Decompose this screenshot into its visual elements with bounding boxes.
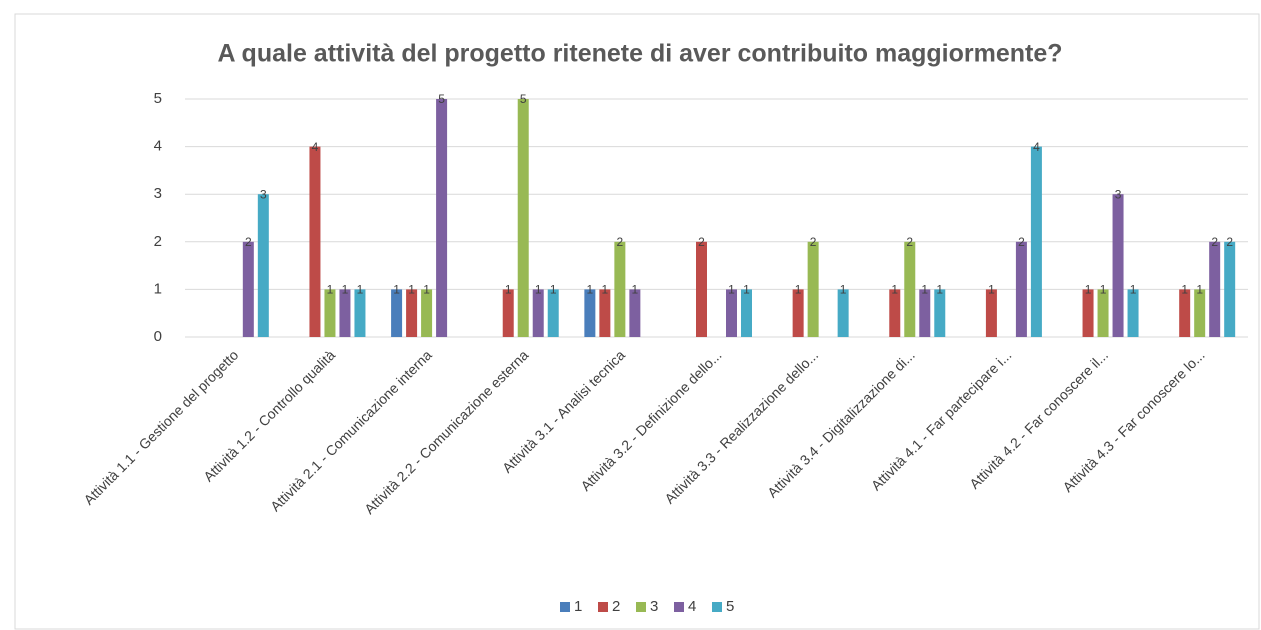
bar	[354, 289, 366, 337]
data-label: 1	[393, 283, 400, 297]
bar	[599, 289, 611, 337]
y-tick-label: 2	[154, 233, 162, 250]
bar	[1097, 289, 1109, 337]
legend-label: 5	[726, 598, 734, 615]
bar	[1179, 289, 1191, 337]
data-label: 4	[1033, 140, 1040, 154]
bar	[517, 99, 529, 337]
data-label: 1	[408, 283, 415, 297]
bar	[1224, 241, 1236, 337]
data-label: 1	[936, 283, 943, 297]
bar	[792, 289, 804, 337]
bar	[502, 289, 514, 337]
bar	[726, 289, 737, 337]
y-tick-label: 1	[154, 280, 162, 297]
bar	[339, 289, 351, 337]
bar	[837, 289, 849, 337]
data-label: 1	[1085, 283, 1092, 297]
bar	[934, 289, 946, 337]
bar	[614, 241, 626, 337]
bar	[889, 289, 901, 337]
y-tick-label: 4	[154, 138, 162, 155]
legend-swatch	[598, 602, 608, 612]
legend-swatch	[636, 602, 646, 612]
data-label: 1	[840, 283, 847, 297]
data-label: 1	[423, 283, 430, 297]
chart-title: A quale attività del progetto ritenete d…	[217, 40, 1062, 68]
bar	[1194, 289, 1206, 337]
data-label: 1	[743, 283, 750, 297]
data-label: 1	[327, 283, 334, 297]
data-label: 1	[988, 283, 995, 297]
bar	[1015, 241, 1027, 337]
bar	[421, 289, 433, 337]
bar	[406, 289, 418, 337]
bar	[324, 289, 336, 337]
data-label: 2	[617, 235, 624, 249]
data-label: 1	[1130, 283, 1137, 297]
data-label: 1	[891, 283, 898, 297]
data-label: 5	[520, 92, 527, 106]
bar	[807, 241, 819, 337]
bar	[919, 289, 931, 337]
bar	[1209, 241, 1221, 337]
data-label: 1	[1181, 283, 1188, 297]
data-label: 2	[1018, 235, 1025, 249]
data-label: 3	[260, 187, 267, 201]
data-label: 1	[632, 283, 639, 297]
legend-label: 1	[574, 598, 582, 615]
bar	[696, 241, 707, 337]
data-label: 1	[550, 283, 557, 297]
data-label: 1	[342, 283, 349, 297]
data-label: 4	[312, 140, 319, 154]
data-label: 2	[906, 235, 913, 249]
data-label: 2	[1226, 235, 1233, 249]
bar	[904, 241, 916, 337]
y-tick-label: 5	[154, 90, 162, 107]
bar	[1127, 289, 1139, 337]
data-label: 2	[810, 235, 817, 249]
data-label: 2	[245, 235, 252, 249]
bar	[309, 146, 321, 337]
data-label: 1	[1100, 283, 1107, 297]
data-label: 1	[795, 283, 802, 297]
legend-label: 4	[688, 598, 696, 615]
bar	[1112, 194, 1124, 337]
legend-swatch	[674, 602, 684, 612]
bar	[547, 289, 559, 337]
bar	[985, 289, 997, 337]
data-label: 5	[438, 92, 445, 106]
data-label: 1	[1196, 283, 1203, 297]
bar	[436, 99, 448, 337]
bar	[532, 289, 544, 337]
data-label: 2	[698, 235, 705, 249]
data-label: 1	[728, 283, 735, 297]
data-label: 1	[357, 283, 364, 297]
y-tick-label: 0	[154, 328, 162, 345]
bar	[1030, 146, 1042, 337]
data-label: 1	[587, 283, 594, 297]
y-tick-label: 3	[154, 185, 162, 202]
legend-swatch	[712, 602, 722, 612]
data-label: 3	[1115, 187, 1122, 201]
bar	[1082, 289, 1094, 337]
data-label: 1	[505, 283, 512, 297]
legend-swatch	[560, 602, 570, 612]
bar	[391, 289, 403, 337]
data-label: 1	[602, 283, 609, 297]
data-label: 2	[1211, 235, 1218, 249]
data-label: 1	[535, 283, 542, 297]
legend-label: 3	[650, 598, 658, 615]
data-label: 1	[921, 283, 928, 297]
bar	[629, 289, 641, 337]
bar	[584, 289, 596, 337]
bar	[257, 194, 269, 337]
bar	[741, 289, 752, 337]
legend-label: 2	[612, 598, 620, 615]
bar	[242, 241, 254, 337]
